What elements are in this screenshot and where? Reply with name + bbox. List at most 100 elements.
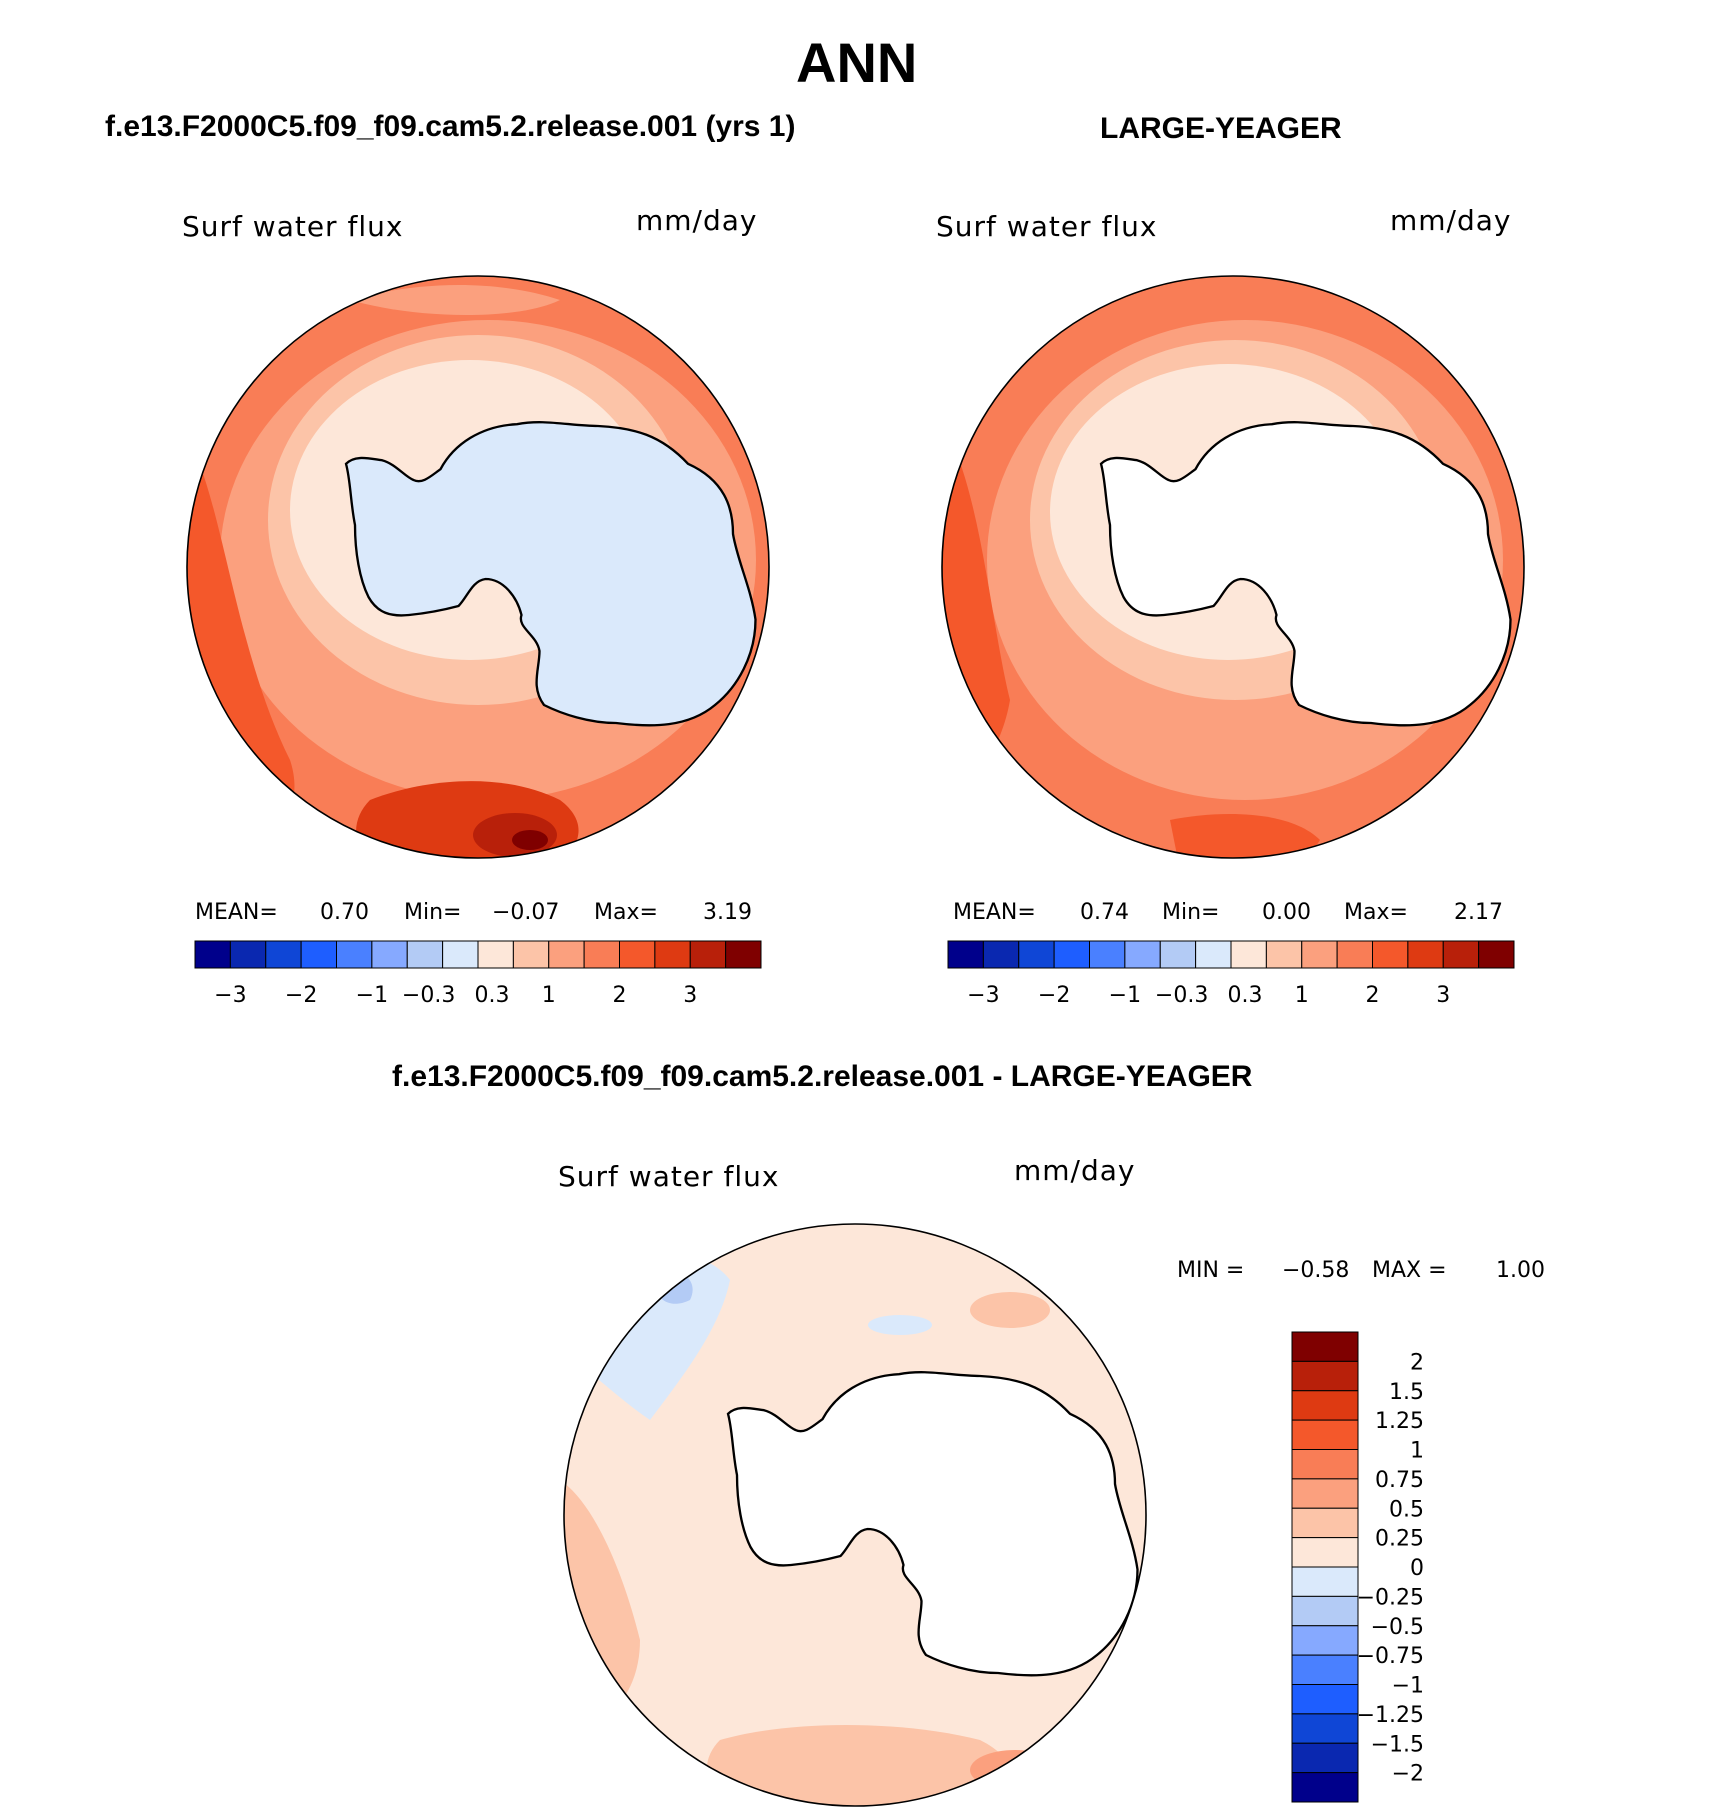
panel-1-colorbar-box bbox=[265, 940, 302, 969]
panel-1-colorbar-box bbox=[619, 940, 656, 969]
panel-1-min-value: −0.07 bbox=[492, 900, 560, 925]
panel-2-min-value: 0.00 bbox=[1262, 900, 1311, 925]
panel-3-max-label: MAX = bbox=[1372, 1258, 1447, 1283]
panel-2-max-label: Max= bbox=[1344, 900, 1408, 925]
panel-2-colorbar-box bbox=[947, 940, 984, 969]
panel-3-colorbar-box bbox=[1291, 1537, 1359, 1568]
panel-3-colorbar-tick-label: −0.25 bbox=[1357, 1585, 1424, 1610]
panel-3-colorbar-tick-label: 0.75 bbox=[1375, 1468, 1424, 1493]
panel-2-colorbar-box bbox=[1478, 940, 1515, 969]
panel-1-max-value: 3.19 bbox=[703, 900, 752, 925]
panel-3-colorbar-box bbox=[1291, 1713, 1359, 1744]
panel-3-colorbar-box bbox=[1291, 1566, 1359, 1597]
panel-3-polar-map bbox=[563, 1223, 1147, 1807]
panel-3-colorbar-tick-label: 0.5 bbox=[1389, 1497, 1424, 1522]
panel-1-colorbar-box bbox=[689, 940, 727, 969]
panel-1-colorbar-tick-label: 3 bbox=[683, 983, 697, 1008]
panel-3-colorbar-tick-label: −2 bbox=[1392, 1762, 1424, 1787]
panel-1-colorbar-box bbox=[300, 940, 337, 969]
panel-1-colorbar: −3 −2 −1 −0.3 0.3 1 2 3 bbox=[194, 940, 762, 1008]
panel-1-colorbar-box bbox=[583, 940, 620, 969]
panel-3-min-value: −0.58 bbox=[1282, 1258, 1350, 1283]
panel-1-colorbar-tick-label: 1 bbox=[542, 983, 556, 1008]
panel-2-mean-value: 0.74 bbox=[1080, 900, 1129, 925]
panel-3-colorbar-box bbox=[1291, 1772, 1359, 1803]
panel-2-colorbar-box bbox=[1372, 940, 1409, 969]
panel-3-colorbar: 2 1.5 1.25 1 0.75 0.5 0.25 0 −0.25 −0.5 −0.75 −1 −1.… bbox=[1291, 1331, 1424, 1803]
panel-2-colorbar-tick-label: −0.3 bbox=[1155, 983, 1208, 1008]
panel-1-colorbar-box bbox=[725, 940, 762, 969]
panel-2-colorbar-box bbox=[982, 940, 1020, 969]
panel-3-min-label: MIN = bbox=[1177, 1258, 1245, 1283]
panel-1-colorbar-box bbox=[371, 940, 408, 969]
panel-1-variable-label: Surf water flux bbox=[182, 210, 404, 243]
panel-3-colorbar-box bbox=[1291, 1625, 1359, 1656]
panel-3-map-border bbox=[563, 1223, 1147, 1807]
panel-2-colorbar-box bbox=[1159, 940, 1197, 969]
panel-1-colorbar-box bbox=[654, 940, 691, 969]
panel-3-colorbar-box bbox=[1291, 1684, 1359, 1715]
panel-2-max-value: 2.17 bbox=[1454, 900, 1503, 925]
panel-1-units-label: mm/day bbox=[636, 204, 758, 237]
panel-2-colorbar-tick-label: 3 bbox=[1436, 983, 1450, 1008]
panel-3-colorbar-tick-label: 1 bbox=[1410, 1439, 1424, 1464]
panel-2-colorbar-box bbox=[1089, 940, 1126, 969]
panel-3-negative-north bbox=[868, 1315, 932, 1335]
panel-2-colorbar-tick-label: −1 bbox=[1109, 983, 1141, 1008]
panel-1-colorbar-tick-label: −3 bbox=[214, 983, 246, 1008]
panel-1-colorbar-tick-label: −0.3 bbox=[402, 983, 455, 1008]
panel-3-colorbar-box bbox=[1291, 1419, 1359, 1450]
panel-2-min-label: Min= bbox=[1162, 900, 1220, 925]
panel-2-mean-label: MEAN= bbox=[953, 900, 1036, 925]
panel-3-colorbar-box bbox=[1291, 1390, 1359, 1421]
panel-2-colorbar: −3 −2 −1 −0.3 0.3 1 2 3 bbox=[947, 940, 1515, 1008]
panel-3-colorbar-box bbox=[1291, 1742, 1359, 1774]
panel-1-colorbar-box bbox=[548, 940, 585, 969]
panel-2-colorbar-tick-label: −3 bbox=[967, 983, 999, 1008]
panel-1-colorbar-tick-label: 0.3 bbox=[475, 983, 510, 1008]
panel-1-heading: f.e13.F2000C5.f09_f09.cam5.2.release.001… bbox=[105, 110, 796, 143]
panel-2-colorbar-box bbox=[1230, 940, 1267, 969]
panel-2-polar-map bbox=[941, 275, 1525, 859]
panel-2-heading: LARGE-YEAGER bbox=[1100, 112, 1342, 145]
panel-3-variable-label: Surf water flux bbox=[558, 1160, 780, 1193]
panel-3-colorbar-tick-label: −1.5 bbox=[1371, 1732, 1424, 1757]
panel-2-colorbar-box bbox=[1301, 940, 1338, 969]
panel-2-units-label: mm/day bbox=[1390, 204, 1512, 237]
panel-2-colorbar-tick-label: 1 bbox=[1295, 983, 1309, 1008]
panel-3-colorbar-box bbox=[1291, 1449, 1359, 1480]
panel-3-colorbar-box bbox=[1291, 1331, 1359, 1362]
panel-2-colorbar-box bbox=[1053, 940, 1090, 969]
panel-3-positive-core bbox=[970, 1750, 1060, 1790]
figure-title: ANN bbox=[796, 31, 918, 94]
panel-3-colorbar-tick-label: 1.5 bbox=[1389, 1380, 1424, 1405]
panel-1-colorbar-tick-label: 2 bbox=[613, 983, 627, 1008]
panel-2-colorbar-tick-label: 0.3 bbox=[1228, 983, 1263, 1008]
panel-2-variable-label: Surf water flux bbox=[936, 210, 1158, 243]
panel-1-colorbar-box bbox=[229, 940, 267, 969]
panel-1-colorbar-box bbox=[406, 940, 444, 969]
panel-2-colorbar-box bbox=[1442, 940, 1480, 969]
panel-3-colorbar-tick-label: −1.25 bbox=[1357, 1703, 1424, 1728]
panel-1-max-flux bbox=[512, 830, 548, 850]
panel-3-colorbar-tick-label: 0.25 bbox=[1375, 1527, 1424, 1552]
panel-3-max-value: 1.00 bbox=[1496, 1258, 1545, 1283]
panel-2-map-border bbox=[941, 275, 1525, 859]
panel-3-colorbar-tick-label: −0.5 bbox=[1371, 1615, 1424, 1640]
panel-3-colorbar-box bbox=[1291, 1478, 1359, 1509]
panel-2-colorbar-tick-label: −2 bbox=[1038, 983, 1070, 1008]
panel-3-colorbar-box bbox=[1291, 1654, 1359, 1685]
panel-2-colorbar-box bbox=[1018, 940, 1055, 969]
panel-1-colorbar-box bbox=[194, 940, 231, 969]
panel-3-positive-south bbox=[707, 1725, 1009, 1806]
panel-3-colorbar-tick-label: 0 bbox=[1410, 1556, 1424, 1581]
panel-1-mean-value: 0.70 bbox=[320, 900, 369, 925]
panel-1-map-border bbox=[186, 275, 770, 859]
panel-3-colorbar-box bbox=[1291, 1595, 1359, 1627]
panel-1-colorbar-box bbox=[477, 940, 514, 969]
panel-3-positive-north bbox=[970, 1292, 1050, 1328]
panel-2-colorbar-box bbox=[1407, 940, 1444, 969]
panel-2-colorbar-tick-label: 2 bbox=[1366, 983, 1380, 1008]
panel-1-colorbar-box bbox=[336, 940, 373, 969]
